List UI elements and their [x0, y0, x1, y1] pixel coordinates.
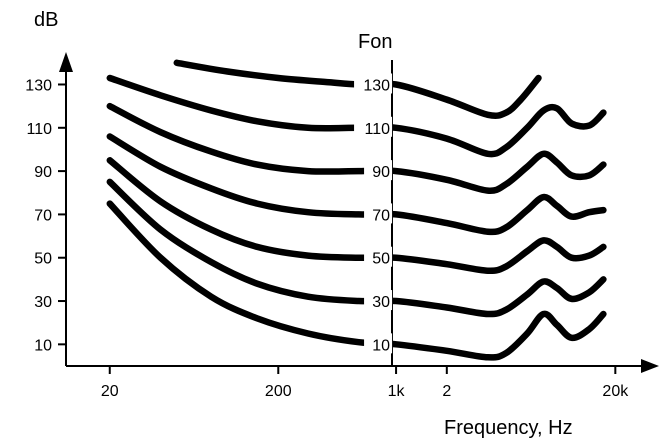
x-tick-group: 20 200 1k 2 20k: [101, 366, 629, 400]
loudness-curve-110: [106, 74, 607, 158]
y-tick-label: 90: [34, 164, 52, 181]
loudness-curve-50: [106, 157, 607, 275]
x-tick-label: 1k: [388, 383, 406, 400]
x-tick-label: 200: [265, 383, 292, 400]
fon-label-backing: [354, 116, 393, 137]
fon-tick-label: 130: [363, 77, 390, 94]
y-tick-group: 10 30 50 70 90 110 130: [25, 77, 66, 354]
fon-tick-label: 30: [372, 294, 390, 311]
curve-group: [106, 59, 607, 361]
fon-label-backing: [364, 290, 393, 311]
x-tick-label: 20: [101, 383, 119, 400]
x-tick-label: 20k: [602, 383, 629, 400]
loudness-curve-10: [106, 200, 607, 361]
y-tick-label: 70: [34, 207, 52, 224]
loudness-curve-30: [106, 178, 607, 318]
y-axis-label: dB: [34, 9, 58, 31]
fon-label-backing: [364, 160, 393, 181]
fon-tick-label: 10: [372, 337, 390, 354]
x-axis-label: Frequency, Hz: [444, 417, 573, 439]
fon-tick-label: 110: [365, 121, 391, 138]
y-tick-label: 30: [34, 294, 52, 311]
y-axis-arrow: [59, 52, 73, 72]
x-tick-label: 2: [442, 383, 451, 400]
loudness-curve-90: [106, 102, 607, 194]
y-tick-label: 50: [34, 251, 52, 268]
fon-tick-label: 70: [372, 207, 390, 224]
x-axis-arrow: [641, 359, 659, 373]
fon-label-backing: [364, 203, 393, 224]
fon-label-backing: [364, 333, 393, 354]
y-tick-label: 130: [25, 77, 52, 94]
loudness-curve-70: [106, 133, 607, 236]
fon-label-group: 10 30 50 70 90 110 130: [354, 73, 405, 354]
fon-tick-label: 90: [372, 164, 390, 181]
y-tick-label: 110: [26, 121, 52, 138]
y-tick-label: 10: [34, 337, 52, 354]
fon-axis-label: Fon: [358, 31, 392, 53]
fon-label-backing: [354, 73, 393, 94]
fon-label-backing: [364, 246, 393, 267]
fon-tick-label: 50: [372, 251, 390, 268]
